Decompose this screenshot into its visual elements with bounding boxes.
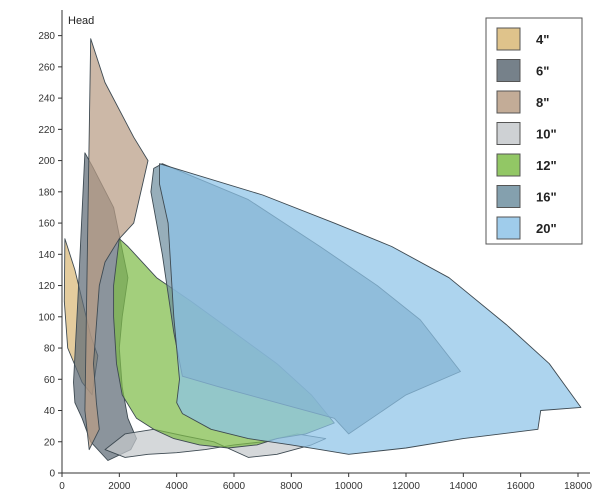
x-tick-label: 6000 xyxy=(223,481,246,492)
y-tick-label: 100 xyxy=(38,312,55,323)
y-tick-label: 140 xyxy=(38,250,55,261)
legend-label: 16" xyxy=(536,190,557,205)
legend-swatch xyxy=(496,153,521,177)
legend-label: 8" xyxy=(536,95,549,110)
legend-label: 6" xyxy=(536,64,549,79)
legend-swatch xyxy=(496,27,521,51)
y-tick-label: 260 xyxy=(38,62,55,73)
x-tick-label: 12000 xyxy=(392,481,420,492)
y-tick-label: 60 xyxy=(44,375,56,386)
region-6 xyxy=(159,163,582,455)
legend-swatch xyxy=(496,122,521,145)
region-2 xyxy=(84,38,149,451)
legend: 4" 6" 8" 10" 12" 16" 20" xyxy=(485,17,583,245)
x-tick-label: 0 xyxy=(59,481,65,492)
y-tick-label: 160 xyxy=(38,219,55,230)
x-tick-label: 18000 xyxy=(564,481,592,492)
y-tick-label: 200 xyxy=(38,156,55,167)
x-tick-label: 16000 xyxy=(507,481,535,492)
legend-label: 4" xyxy=(536,32,549,47)
y-tick-label: 280 xyxy=(38,31,55,42)
legend-swatch xyxy=(496,90,521,114)
y-tick-label: 40 xyxy=(44,406,56,417)
y-tick-label: 220 xyxy=(38,125,55,136)
legend-swatch xyxy=(496,185,521,208)
axes xyxy=(61,10,590,474)
y-axis-title: Head xyxy=(68,15,94,27)
x-tick-label: 10000 xyxy=(335,481,363,492)
legend-label: 20" xyxy=(536,221,557,236)
x-tick-label: 4000 xyxy=(166,481,189,492)
performance-regions xyxy=(63,38,582,461)
y-tick-label: 120 xyxy=(38,281,55,292)
y-tick-label: 0 xyxy=(49,469,55,480)
y-tick-label: 240 xyxy=(38,94,55,105)
legend-swatch xyxy=(496,216,521,240)
x-tick-label: 2000 xyxy=(108,481,131,492)
x-tick-label: 8000 xyxy=(280,481,303,492)
y-axis-ticks: 0 20 40 60 80 100 120 140 160 180 200 220 240 260 280 xyxy=(38,31,62,480)
legend-label: 12" xyxy=(536,158,557,173)
y-tick-label: 20 xyxy=(44,437,56,448)
y-tick-label: 80 xyxy=(44,344,56,355)
y-tick-label: 180 xyxy=(38,187,55,198)
x-axis-ticks: 0 2000 4000 6000 8000 10000 12000 14000 16000 180… xyxy=(59,473,592,492)
legend-label: 10" xyxy=(536,127,557,142)
x-tick-label: 14000 xyxy=(449,481,477,492)
legend-swatch xyxy=(496,59,521,82)
